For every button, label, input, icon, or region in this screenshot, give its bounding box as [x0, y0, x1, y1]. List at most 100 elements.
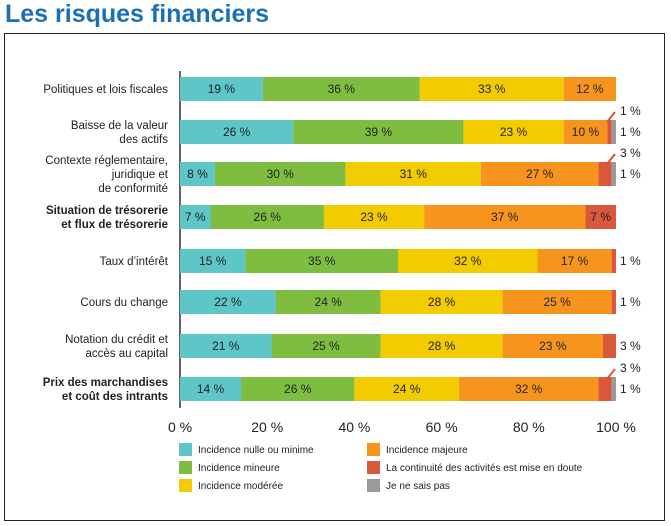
x-tick-label: 80 % [513, 419, 545, 435]
leader-line [606, 111, 616, 123]
category-label: Notation du crédit et accès au capital [65, 334, 169, 360]
data-label: 25 % [312, 339, 340, 353]
data-label: 25 % [543, 295, 571, 309]
data-label: 36 % [328, 82, 356, 96]
data-label: 19 % [208, 82, 236, 96]
page-title: Les risques financiers [5, 0, 270, 28]
data-label: 10 % [572, 125, 600, 139]
legend-swatch [179, 443, 192, 456]
bar-segment [607, 120, 612, 144]
data-label: 7 % [185, 210, 206, 224]
data-label: 1 % [620, 295, 641, 309]
data-label: 15 % [199, 254, 227, 268]
data-label: 37 % [491, 210, 519, 224]
legend-label: La continuité des activités est mise en … [386, 463, 583, 474]
category-label: Situation de trésorerie et flux de trésor… [46, 205, 168, 231]
bar-segment [293, 120, 464, 144]
data-label: 1 % [620, 167, 641, 181]
bar-segment [275, 290, 381, 314]
data-label: 35 % [308, 254, 336, 268]
legend-label: Je ne sais pas [386, 481, 450, 492]
chart-frame: Politiques et lois fiscales 19 % 36 % 33 % 1… [4, 33, 665, 521]
bar-segment [180, 77, 263, 101]
stacked-bar-chart: Politiques et lois fiscales 19 % 36 % 33 % 1… [43, 71, 641, 492]
legend-label: Incidence nulle ou minime [198, 445, 314, 456]
bar-segment [262, 77, 420, 101]
bar-segment [598, 377, 612, 401]
data-label: 39 % [365, 125, 393, 139]
bar-segment [180, 290, 276, 314]
data-label: 14 % [197, 382, 225, 396]
data-label: 17 % [561, 254, 589, 268]
bar-segment [380, 290, 503, 314]
data-label: 28 % [428, 339, 456, 353]
data-label: 22 % [214, 295, 242, 309]
category-label: Taux d’intérêt [100, 256, 169, 268]
data-label: 1 % [620, 104, 641, 118]
data-label: 3 % [620, 339, 641, 353]
bar-segment [598, 162, 612, 186]
legend-label: Incidence majeure [386, 445, 468, 456]
data-label: 26 % [254, 210, 282, 224]
bar-segment [480, 162, 599, 186]
bar-segment [463, 120, 564, 144]
bar-segment [380, 334, 503, 358]
category-label: Contexte réglementaire, juridique et de co… [45, 155, 169, 195]
bar-segment [602, 334, 616, 358]
legend-swatch [179, 479, 192, 492]
bar-segment [245, 249, 398, 273]
legend-label: Incidence modérée [198, 481, 283, 492]
data-label: 3 % [620, 361, 641, 375]
bar-segment [214, 162, 346, 186]
bar-segment [502, 290, 612, 314]
category-label: Prix des marchandises et coût des intrant… [43, 377, 168, 403]
bar-segment [354, 377, 460, 401]
data-label: 7 % [590, 210, 611, 224]
bar-segment [241, 377, 355, 401]
bar-segment [459, 377, 599, 401]
bar-segment [398, 249, 538, 273]
data-label: 12 % [576, 82, 604, 96]
bar-segment [611, 377, 616, 401]
data-label: 23 % [539, 339, 567, 353]
bar-segment [180, 249, 246, 273]
x-tick-label: 0 % [168, 419, 192, 435]
bar-segment [180, 162, 215, 186]
data-label: 3 % [620, 146, 641, 160]
category-label: Baisse de la valeur des actifs [71, 120, 168, 146]
bar-segment [180, 377, 242, 401]
bar-segment [563, 77, 616, 101]
bar-segment [180, 334, 272, 358]
data-label: 1 % [620, 382, 641, 396]
x-tick-label: 20 % [251, 419, 283, 435]
data-label: 24 % [315, 295, 343, 309]
data-label: 33 % [478, 82, 506, 96]
x-tick-label: 100 % [596, 419, 636, 435]
legend-swatch [367, 461, 380, 474]
bar-segment [210, 205, 324, 229]
bar-segment [180, 205, 211, 229]
bar-segment [419, 77, 564, 101]
bar-segment [611, 120, 616, 144]
bar-segment [424, 205, 586, 229]
bar-segment [271, 334, 381, 358]
data-label: 32 % [454, 254, 482, 268]
bar-segment [563, 120, 608, 144]
data-label: 30 % [267, 167, 295, 181]
leader-line [606, 153, 616, 165]
data-label: 1 % [620, 254, 641, 268]
data-label: 8 % [187, 167, 208, 181]
bar-segment [180, 120, 294, 144]
bar-segment [611, 290, 616, 314]
leader-line [606, 368, 616, 380]
data-label: 32 % [515, 382, 543, 396]
bar-segment [502, 334, 603, 358]
legend-swatch [179, 461, 192, 474]
bar-segment [611, 162, 616, 186]
data-label: 24 % [393, 382, 421, 396]
data-label: 31 % [400, 167, 428, 181]
data-label: 1 % [620, 125, 641, 139]
data-label: 26 % [284, 382, 312, 396]
data-label: 27 % [526, 167, 554, 181]
bar-segment [537, 249, 612, 273]
